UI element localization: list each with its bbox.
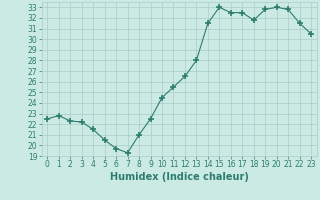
X-axis label: Humidex (Indice chaleur): Humidex (Indice chaleur) <box>110 172 249 182</box>
